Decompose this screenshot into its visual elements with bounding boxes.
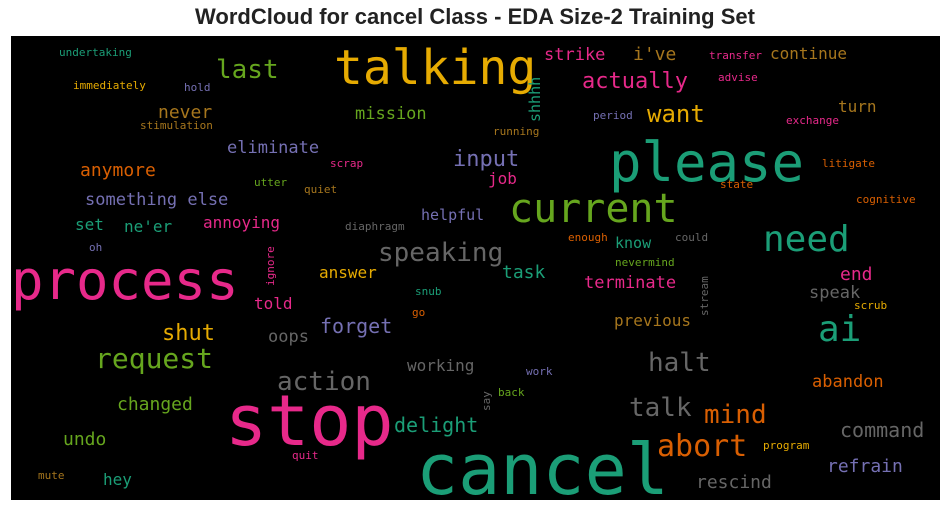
- word-request: request: [95, 342, 213, 375]
- word-program: program: [763, 439, 810, 452]
- word-talk: talk: [629, 393, 692, 423]
- word-changed: changed: [117, 394, 193, 415]
- word-know: know: [615, 234, 652, 252]
- cloud-background: [11, 36, 940, 500]
- chart-title: WordCloud for cancel Class - EDA Size-2 …: [195, 4, 755, 29]
- word-abandon: abandon: [812, 372, 884, 392]
- word-end: end: [840, 264, 873, 285]
- word-continue: continue: [770, 44, 847, 63]
- word-could: could: [675, 231, 708, 244]
- word-talking: talking: [334, 40, 536, 96]
- word-mission: mission: [355, 104, 427, 124]
- word-turn: turn: [838, 97, 877, 116]
- word-ne-er: ne'er: [124, 217, 173, 236]
- word-action: action: [277, 367, 371, 397]
- word-eliminate: eliminate: [227, 138, 319, 158]
- word-scrub: scrub: [854, 299, 887, 312]
- word-refrain: refrain: [827, 456, 903, 477]
- word-ai: ai: [818, 309, 861, 350]
- word-stop: stop: [225, 380, 394, 462]
- word-oops: oops: [268, 327, 309, 347]
- word-back: back: [498, 386, 525, 399]
- word-hey: hey: [103, 470, 132, 489]
- word-diaphragm: diaphragm: [345, 220, 405, 233]
- word-command: command: [840, 418, 924, 442]
- word-want: want: [647, 100, 705, 128]
- word-enough: enough: [568, 231, 608, 244]
- word-go: go: [412, 306, 425, 319]
- word-transfer: transfer: [709, 49, 762, 62]
- word-quit: quit: [292, 449, 319, 462]
- word-utter: utter: [254, 176, 287, 189]
- word-speak: speak: [809, 283, 860, 303]
- word-working: working: [407, 356, 474, 375]
- word-exchange: exchange: [786, 114, 839, 127]
- word-state: state: [720, 178, 753, 191]
- word-annoying: annoying: [203, 213, 280, 232]
- word-mute: mute: [38, 469, 65, 482]
- word-please: please: [609, 131, 804, 194]
- word-shhhh: shhhh: [526, 77, 544, 122]
- word-answer: answer: [319, 263, 377, 282]
- word-never: never: [158, 102, 212, 123]
- word-need: need: [763, 219, 850, 260]
- word-cancel: cancel: [416, 429, 669, 500]
- word-speaking: speaking: [378, 238, 503, 268]
- word-halt: halt: [648, 348, 711, 378]
- word-undo: undo: [63, 429, 106, 450]
- word-oh: oh: [89, 241, 102, 254]
- word-helpful: helpful: [421, 206, 484, 224]
- word-shut: shut: [162, 321, 215, 346]
- word-work: work: [526, 365, 553, 378]
- word-say: say: [480, 391, 493, 411]
- word-actually: actually: [582, 69, 688, 94]
- word-delight: delight: [394, 413, 478, 437]
- word-strike: strike: [544, 45, 605, 65]
- word-job: job: [488, 169, 517, 188]
- word-cloud: cancel stop process please talking current nee…: [11, 36, 940, 500]
- word-current: current: [509, 186, 678, 232]
- word-snub: snub: [415, 285, 442, 298]
- word-scrap: scrap: [330, 157, 363, 170]
- word-cognitive: cognitive: [856, 193, 916, 206]
- word-task: task: [502, 262, 546, 283]
- word-litigate: litigate: [822, 157, 875, 170]
- word-immediately: immediately: [73, 79, 146, 92]
- word-stream: stream: [698, 276, 711, 316]
- word-input: input: [453, 147, 519, 172]
- word-ignore: ignore: [264, 246, 277, 286]
- word-undertaking: undertaking: [59, 46, 132, 59]
- word-told: told: [254, 294, 293, 313]
- word-anymore: anymore: [80, 160, 156, 181]
- word-period: period: [593, 109, 633, 122]
- word-nevermind: nevermind: [615, 256, 675, 269]
- word-quiet: quiet: [304, 183, 337, 196]
- word-stimulation: stimulation: [140, 119, 213, 132]
- word-mind: mind: [704, 400, 767, 430]
- word-running: running: [493, 125, 539, 138]
- word-advise: advise: [718, 71, 758, 84]
- word-hold: hold: [184, 81, 211, 94]
- word-terminate: terminate: [584, 273, 676, 293]
- word-forget: forget: [320, 314, 392, 338]
- word-abort: abort: [657, 429, 747, 464]
- word-rescind: rescind: [696, 472, 772, 493]
- word-previous: previous: [614, 311, 691, 330]
- word-something-else: something else: [85, 190, 228, 210]
- word-set: set: [75, 215, 104, 234]
- word-i-ve: i've: [633, 44, 676, 65]
- word-process: process: [11, 249, 239, 312]
- word-last: last: [216, 55, 279, 85]
